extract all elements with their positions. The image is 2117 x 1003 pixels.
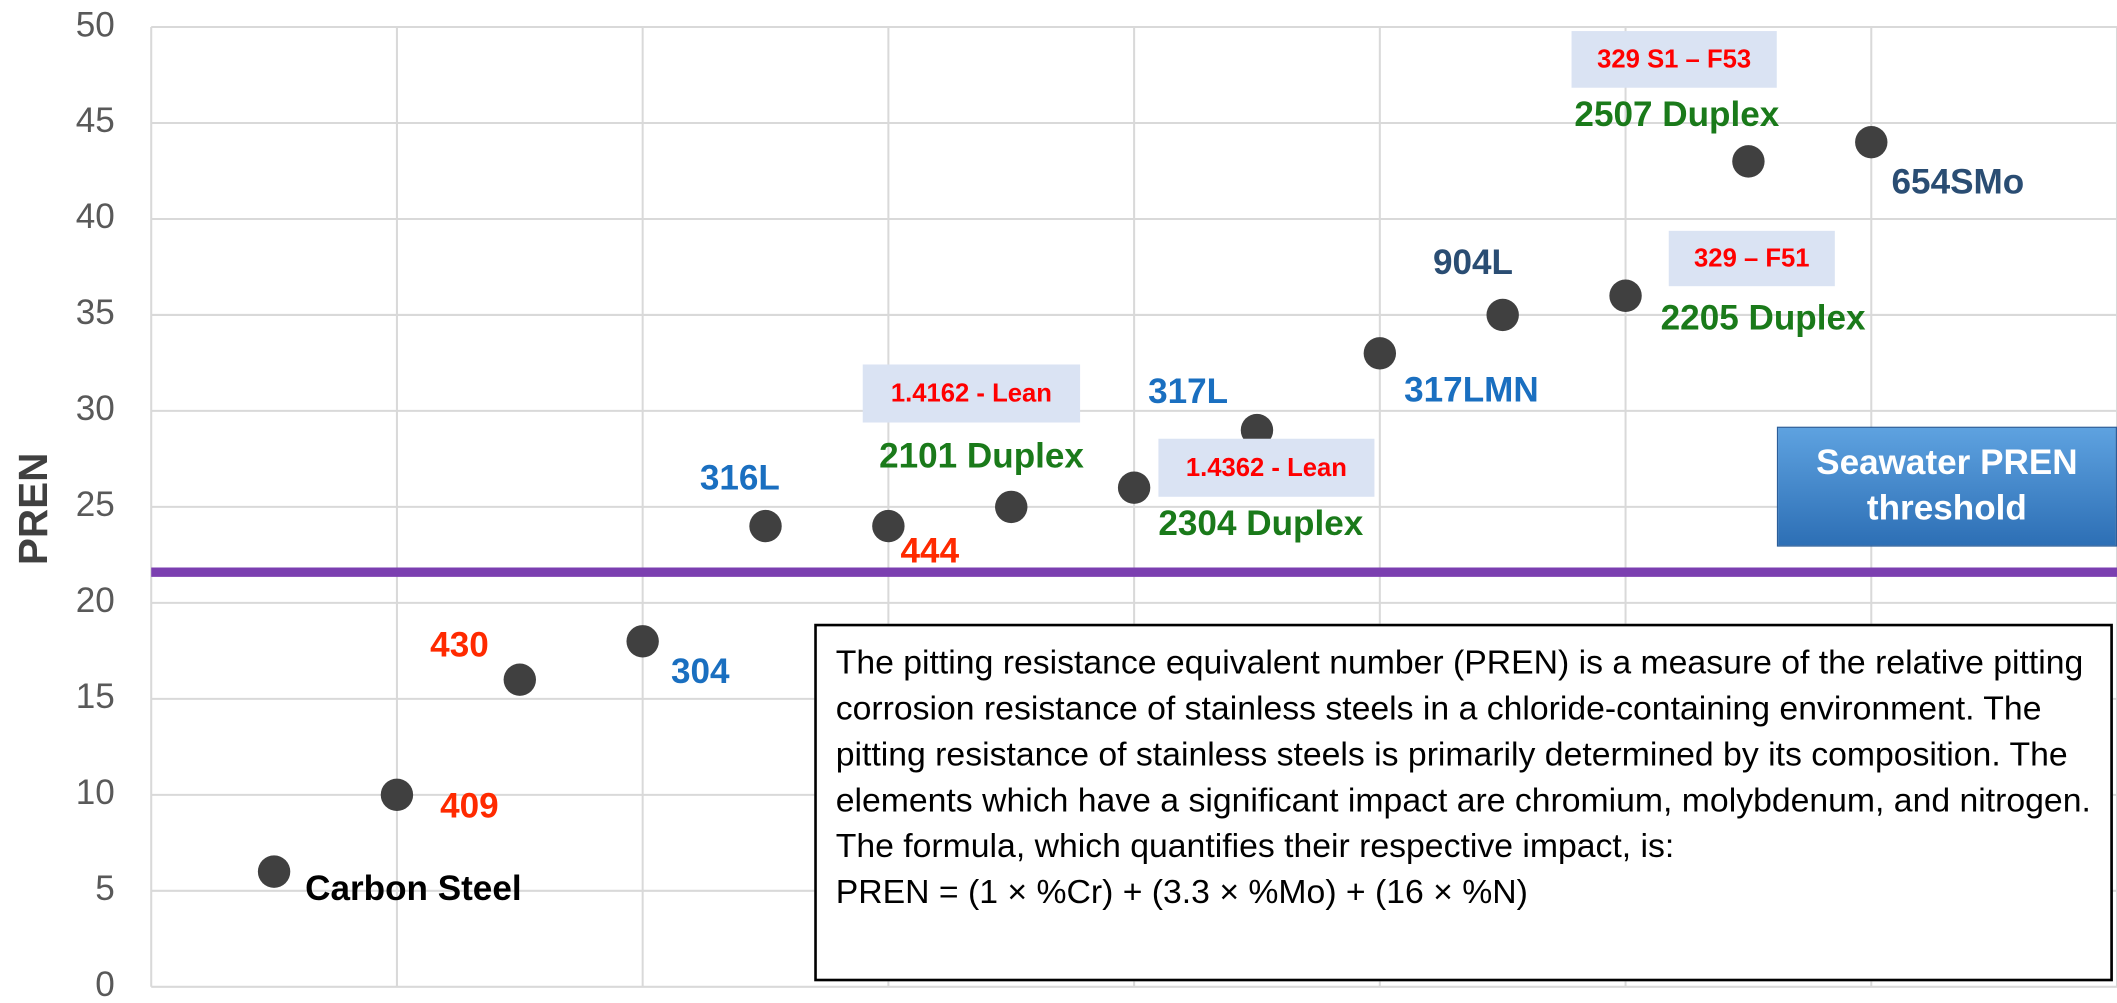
annotation-box (1668, 230, 1835, 287)
data-point (1732, 145, 1765, 178)
annotation: 329 – F51 (1694, 245, 1809, 273)
data-point (995, 490, 1028, 524)
point-label: 317LMN (1404, 371, 1539, 410)
y-tick-label: 10 (76, 773, 115, 812)
data-point (503, 663, 537, 696)
y-axis-label: PREN (10, 453, 56, 566)
annotation-box (862, 364, 1081, 423)
note-text: The pitting resistance equivalent number… (835, 643, 2091, 866)
y-tick-label: 0 (95, 965, 115, 1003)
data-point (257, 855, 291, 888)
y-tick-label: 50 (76, 5, 115, 44)
annotation: 1.4362 - Lean (1186, 454, 1347, 482)
annotation-box (1158, 438, 1375, 497)
point-label: 2205 Duplex (1661, 298, 1866, 337)
point-label: 430 (430, 626, 489, 665)
data-point (749, 509, 782, 543)
annotation: 329 S1 – F53 (1597, 46, 1751, 74)
data-point (1363, 337, 1397, 370)
point-label: Carbon Steel (305, 869, 521, 908)
point-label: 2101 Duplex (879, 437, 1084, 476)
y-tick-label: 30 (76, 389, 115, 428)
y-tick-label: 40 (76, 197, 115, 236)
point-label: 409 (440, 787, 499, 826)
point-label: 304 (671, 652, 730, 691)
data-point (1486, 298, 1519, 332)
point-label: 316L (700, 458, 780, 497)
y-tick-label: 15 (76, 677, 115, 716)
data-point (872, 509, 905, 543)
note-formula: PREN = (1 × %Cr) + (3.3 × %Mo) + (16 × %… (835, 873, 1528, 912)
data-point (380, 778, 414, 812)
point-label: 654SMo (1892, 162, 2025, 201)
threshold-label-body: Seawater PREN threshold (1776, 426, 2117, 547)
threshold-text: Seawater PREN threshold (1816, 441, 2078, 528)
threshold-label: Seawater PREN threshold (1776, 426, 2117, 547)
annotation-box (1571, 31, 1777, 88)
data-point (626, 625, 659, 658)
point-label: 317L (1148, 372, 1228, 411)
data-point (1240, 413, 1274, 447)
annotation: 1.4162 - Lean (891, 380, 1052, 408)
note-box: The pitting resistance equivalent number… (814, 623, 2113, 982)
y-tick-label: 35 (76, 293, 115, 332)
y-tick-label: 5 (95, 869, 115, 908)
data-point (1117, 471, 1151, 504)
note-box-body: The pitting resistance equivalent number… (814, 623, 2113, 982)
point-label: 2507 Duplex (1574, 95, 1779, 134)
point-label: 444 (901, 531, 960, 570)
point-label: 904L (1433, 243, 1513, 282)
y-tick-label: 45 (76, 101, 115, 140)
y-tick-label: 25 (76, 485, 115, 524)
data-point (1609, 279, 1642, 312)
y-tick-label: 20 (76, 581, 115, 620)
point-label: 2304 Duplex (1158, 504, 1363, 543)
data-point (1855, 125, 1888, 159)
